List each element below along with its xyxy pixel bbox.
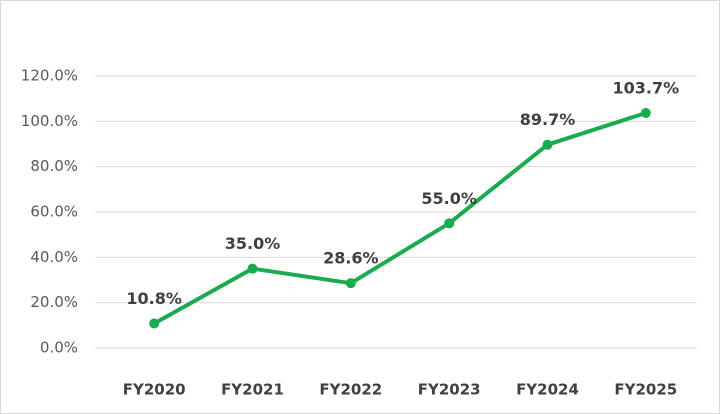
data-label: 103.7% <box>613 78 680 97</box>
data-label: 55.0% <box>421 189 477 208</box>
data-point <box>542 139 553 150</box>
x-tick-label: FY2024 <box>516 381 579 399</box>
data-line <box>153 111 647 326</box>
x-tick-label: FY2021 <box>221 381 284 399</box>
data-label: 35.0% <box>225 234 281 253</box>
y-tick-label: 40.0% <box>30 248 78 266</box>
y-tick-label: 120.0% <box>21 67 78 85</box>
x-tick-label: FY2025 <box>614 381 677 399</box>
x-tick-label: FY2020 <box>123 381 186 399</box>
y-tick-label: 80.0% <box>30 157 78 175</box>
data-point <box>345 278 356 289</box>
data-point <box>247 263 258 274</box>
data-point <box>149 318 160 329</box>
data-label: 28.6% <box>323 249 379 268</box>
data-label: 89.7% <box>520 110 576 129</box>
data-point <box>640 107 651 118</box>
y-tick-label: 20.0% <box>30 293 78 311</box>
x-tick-label: FY2023 <box>418 381 481 399</box>
y-tick-label: 0.0% <box>40 339 78 357</box>
y-tick-label: 60.0% <box>30 203 78 221</box>
data-point <box>444 218 455 229</box>
x-tick-label: FY2022 <box>319 381 382 399</box>
y-tick-label: 100.0% <box>21 112 78 130</box>
data-label: 10.8% <box>126 289 182 308</box>
